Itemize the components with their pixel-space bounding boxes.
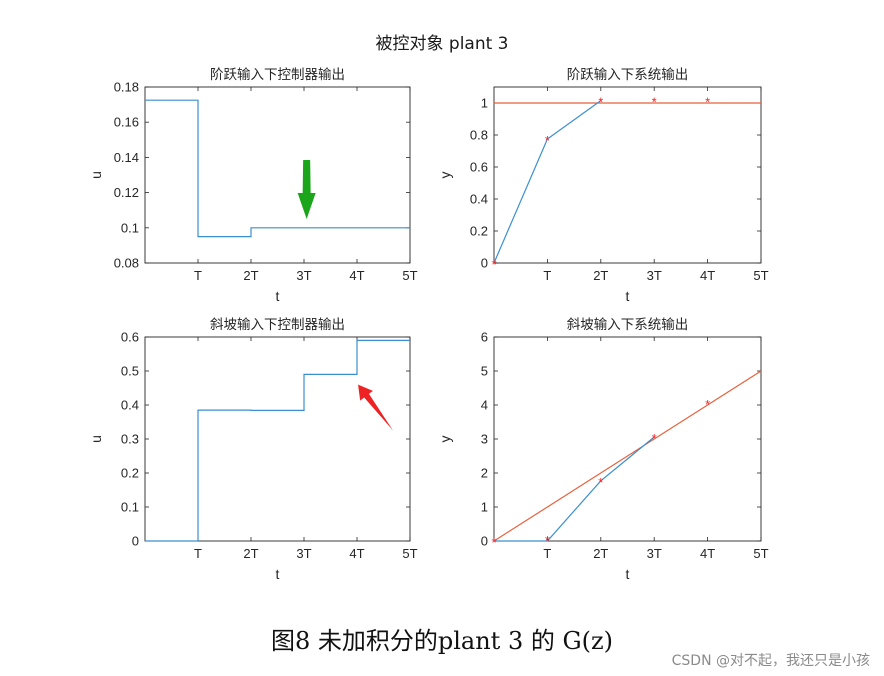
subplot-step_y: T 2T 3T 4T 5T 0 0.2 0.4 0.6 0.8 1 阶跃输入下系统输出 t y * * * * * (437, 67, 769, 304)
data-point-marker: * (491, 535, 496, 550)
y-axis-label: y (437, 436, 453, 443)
x-tick-label: T (194, 546, 202, 561)
y-tick-label: 0.14 (114, 150, 139, 165)
axes-title: 斜坡输入下控制器输出 (210, 317, 345, 333)
axes-title: 阶跃输入下控制器输出 (210, 67, 345, 83)
data-point-marker: * (705, 95, 710, 110)
axes-box (144, 86, 411, 264)
data-point-marker: * (545, 133, 550, 148)
subplot-ramp_y: T 2T 3T 4T 5T 0 1 2 3 4 5 6 斜坡输入下系统输出 t y * * * * * (437, 317, 769, 582)
subplot-ramp_u: T 2T 3T 4T 5T 0 0.1 0.2 0.3 0.4 0.5 0.6 斜坡输入下控制器输出 t u (88, 317, 418, 582)
x-tick-label: 5T (753, 268, 768, 283)
x-tick-label: 5T (402, 268, 417, 283)
x-tick-label: 3T (647, 268, 662, 283)
axes-title: 斜坡输入下系统输出 (567, 317, 689, 333)
x-tick-label: 4T (700, 546, 715, 561)
y-tick-label: 0.16 (114, 115, 139, 130)
y-tick-label: 0 (481, 534, 488, 549)
series-line-blue (145, 99, 410, 238)
x-tick-label: T (194, 268, 202, 283)
y-tick-label: 0.18 (114, 80, 139, 95)
y-tick-label: 1 (481, 96, 488, 111)
figure-caption: 图8 未加积分的plant 3 的 G(z) (270, 627, 614, 655)
series-line-blue (145, 339, 410, 542)
y-axis-label: y (437, 172, 453, 179)
y-tick-label: 3 (481, 432, 488, 447)
y-tick-label: 1 (481, 500, 488, 515)
x-tick-label: T (543, 546, 551, 561)
data-point-marker: * (652, 95, 657, 110)
x-tick-label: 2T (243, 546, 258, 561)
series-line-blue (494, 436, 655, 542)
y-tick-label: 0.4 (470, 192, 488, 207)
axes-box (493, 336, 762, 542)
y-tick-label: 0 (132, 534, 139, 549)
axes-title: 阶跃输入下系统输出 (567, 67, 689, 83)
data-point-marker: * (545, 533, 550, 548)
y-axis-label: u (88, 435, 104, 443)
x-tick-label: 4T (700, 268, 715, 283)
x-tick-label: T (543, 268, 551, 283)
x-tick-label: 4T (349, 546, 364, 561)
x-axis-label: t (276, 566, 280, 582)
y-tick-label: 2 (481, 466, 488, 481)
y-tick-label: 0.3 (121, 432, 139, 447)
series-line-red (493, 370, 762, 542)
y-tick-label: 0.12 (114, 185, 139, 200)
y-tick-label: 0 (481, 256, 488, 271)
y-tick-label: 0.8 (470, 128, 488, 143)
x-tick-label: 5T (402, 546, 417, 561)
data-point-marker: * (598, 95, 603, 110)
y-tick-label: 5 (481, 364, 488, 379)
y-tick-label: 0.1 (121, 500, 139, 515)
subplot-step_u: T 2T 3T 4T 5T 0.08 0.1 0.12 0.14 0.16 0.18 阶跃输入下控制器… (88, 67, 418, 304)
y-tick-label: 0.2 (470, 224, 488, 239)
y-tick-label: 0.4 (121, 398, 139, 413)
x-axis-label: t (626, 288, 630, 304)
y-tick-label: 0.1 (121, 220, 139, 235)
axes-box (144, 336, 411, 542)
x-tick-label: 2T (593, 268, 608, 283)
y-tick-label: 0.08 (114, 256, 139, 271)
y-tick-label: 4 (481, 398, 488, 413)
x-tick-label: 2T (593, 546, 608, 561)
x-tick-label: 3T (296, 268, 311, 283)
series-line-blue (493, 100, 602, 264)
figure-suptitle: 被控对象 plant 3 (375, 34, 509, 54)
data-point-marker: * (598, 475, 603, 490)
x-tick-label: 4T (349, 268, 364, 283)
x-tick-label: 3T (296, 546, 311, 561)
y-tick-label: 0.6 (470, 160, 488, 175)
y-tick-label: 0.6 (121, 330, 139, 345)
red-arrow-annotation (358, 384, 394, 431)
y-tick-label: 0.5 (121, 364, 139, 379)
watermark-text: CSDN @对不起，我还只是小孩 (671, 653, 870, 669)
y-axis-label: u (88, 171, 104, 179)
x-tick-label: 5T (753, 546, 768, 561)
data-point-marker: * (652, 431, 657, 446)
y-tick-label: 6 (481, 330, 488, 345)
data-point-marker: * (491, 257, 496, 272)
data-point-marker: * (705, 397, 710, 412)
x-axis-label: t (276, 288, 280, 304)
x-tick-label: 2T (243, 268, 258, 283)
axes-box (493, 86, 762, 264)
y-tick-label: 0.2 (121, 466, 139, 481)
green-arrow-annotation (297, 160, 316, 219)
x-tick-label: 3T (647, 546, 662, 561)
x-axis-label: t (626, 566, 630, 582)
